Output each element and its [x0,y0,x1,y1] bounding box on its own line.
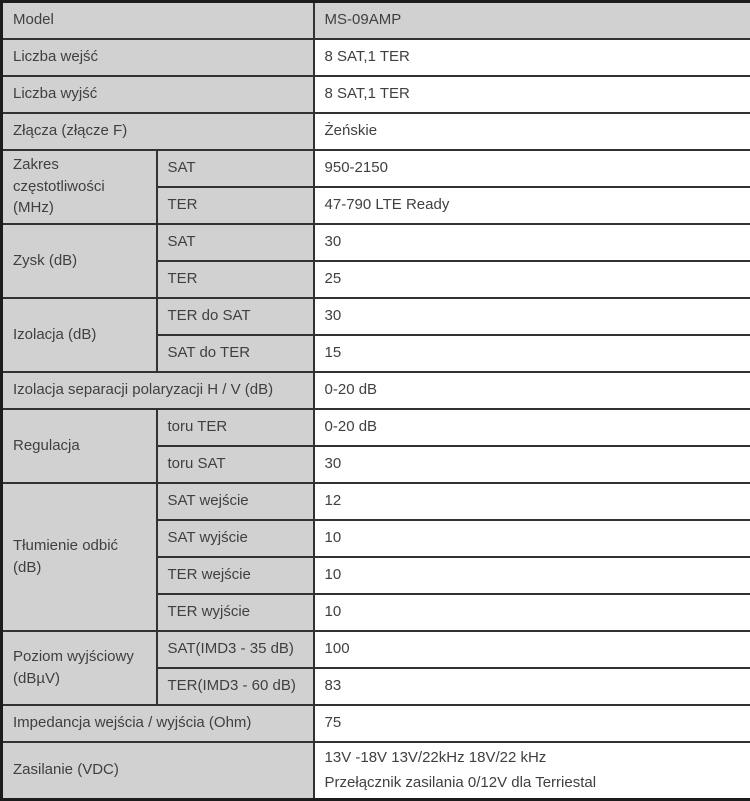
spec-sublabel: TER [157,261,314,298]
spec-sublabel: SAT do TER [157,335,314,372]
spec-sublabel: toru SAT [157,446,314,483]
spec-value: 8 SAT,1 TER [314,76,750,113]
table-row: Izolacja separacji polaryzacji H / V (dB… [2,372,750,409]
spec-value: 0-20 dB [314,372,750,409]
spec-label: Liczba wyjść [2,76,314,113]
spec-label: Tłumienie odbić (dB) [2,483,157,631]
spec-sublabel: SAT [157,150,314,187]
spec-label: Zysk (dB) [2,224,157,298]
spec-sublabel: TER(IMD3 - 60 dB) [157,668,314,705]
spec-value: 10 [314,520,750,557]
spec-value: 25 [314,261,750,298]
spec-sublabel: TER [157,187,314,224]
spec-label: Zakres częstotliwości (MHz) [2,150,157,224]
spec-sublabel: TER wyjście [157,594,314,631]
spec-value: 12 [314,483,750,520]
spec-value: 10 [314,594,750,631]
spec-label: Złącza (złącze F) [2,113,314,150]
spec-sublabel: SAT(IMD3 - 35 dB) [157,631,314,668]
spec-sublabel: SAT [157,224,314,261]
spec-value: MS-09AMP [314,2,750,39]
spec-value: 47-790 LTE Ready [314,187,750,224]
spec-value: 30 [314,298,750,335]
spec-value: 0-20 dB [314,409,750,446]
spec-label: Liczba wejść [2,39,314,76]
spec-sublabel: TER wejście [157,557,314,594]
table-row: Poziom wyjściowy (dBµV)SAT(IMD3 - 35 dB)… [2,631,750,668]
spec-label: Model [2,2,314,39]
spec-label: Izolacja (dB) [2,298,157,372]
spec-value: 15 [314,335,750,372]
spec-sublabel: TER do SAT [157,298,314,335]
spec-label: Impedancja wejścia / wyjścia (Ohm) [2,705,314,742]
spec-value-line: 13V -18V 13V/22kHz 18V/22 kHz [325,745,743,771]
spec-value: Żeńskie [314,113,750,150]
table-row: Impedancja wejścia / wyjścia (Ohm)75 [2,705,750,742]
spec-label: Regulacja [2,409,157,483]
spec-sublabel: SAT wejście [157,483,314,520]
spec-sublabel: SAT wyjście [157,520,314,557]
spec-label: Zasilanie (VDC) [2,742,314,800]
spec-value: 83 [314,668,750,705]
spec-value: 8 SAT,1 TER [314,39,750,76]
spec-sublabel: toru TER [157,409,314,446]
spec-value: 30 [314,224,750,261]
spec-value: 10 [314,557,750,594]
spec-value: 100 [314,631,750,668]
spec-label: Poziom wyjściowy (dBµV) [2,631,157,705]
spec-label: Izolacja separacji polaryzacji H / V (dB… [2,372,314,409]
table-row: Złącza (złącze F)Żeńskie [2,113,750,150]
spec-value: 30 [314,446,750,483]
spec-value: 950-2150 [314,150,750,187]
spec-value: 75 [314,705,750,742]
table-row: Zasilanie (VDC)13V -18V 13V/22kHz 18V/22… [2,742,750,800]
spec-value-line: Przełącznik zasilania 0/12V dla Terriest… [325,770,743,796]
